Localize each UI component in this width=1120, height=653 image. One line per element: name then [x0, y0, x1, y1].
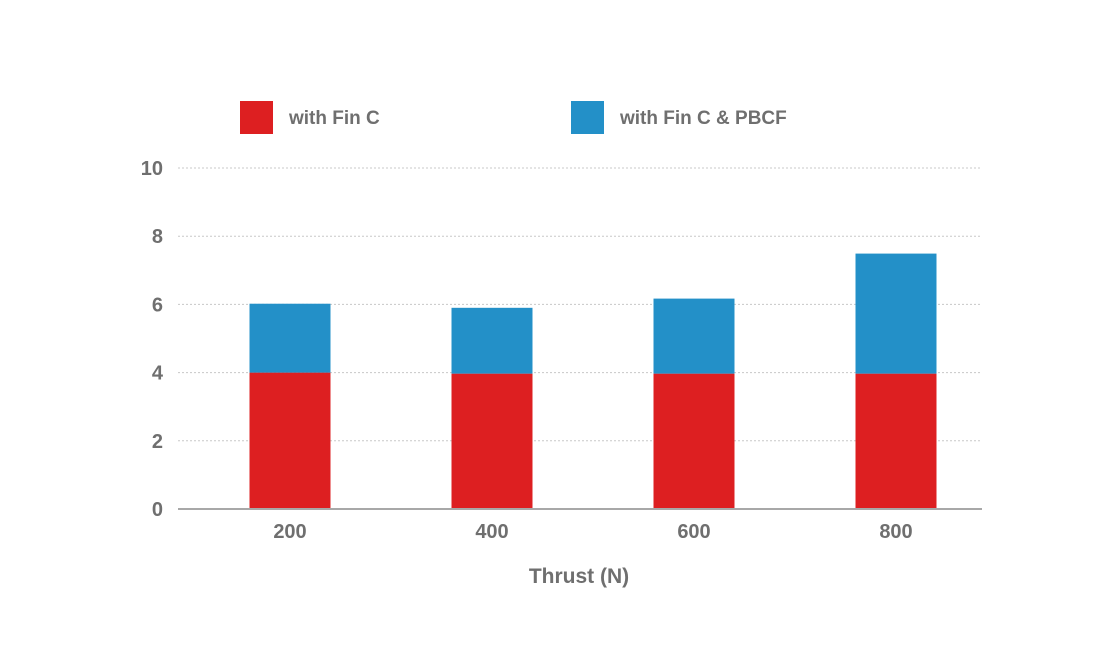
bar-segment-fin-c-pbcf-400: [451, 307, 533, 374]
x-tick-label: 400: [475, 521, 508, 543]
x-axis-title: Thrust (N): [529, 565, 629, 588]
legend-swatch: [240, 101, 273, 134]
y-axis-ticks: 0 2 4 6 8 10: [141, 158, 164, 521]
bar-segment-fin-c-800: [855, 373, 937, 509]
bars: [249, 253, 937, 509]
y-tick-label: 0: [152, 499, 163, 521]
bar-segment-fin-c-600: [653, 373, 735, 509]
bar-segment-fin-c-pbcf-600: [653, 298, 735, 374]
x-tick-label: 800: [879, 521, 912, 543]
y-tick-label: 8: [152, 226, 163, 248]
bar-segment-fin-c-200: [249, 372, 331, 509]
bar-segment-fin-c-pbcf-800: [855, 253, 937, 374]
x-tick-label: 600: [677, 521, 710, 543]
y-tick-label: 6: [152, 294, 163, 316]
bar-segment-fin-c-pbcf-200: [249, 303, 331, 373]
y-tick-label: 4: [152, 363, 164, 385]
legend-swatch: [571, 101, 604, 134]
bar-segment-fin-c-400: [451, 373, 533, 509]
legend-label: with Fin C: [288, 108, 380, 129]
y-tick-label: 2: [152, 431, 163, 453]
x-tick-label: 200: [273, 521, 306, 543]
legend-label: with Fin C & PBCF: [619, 108, 787, 129]
x-axis-ticks: 200 400 600 800: [273, 521, 912, 543]
y-tick-label: 10: [141, 158, 163, 180]
legend: with Fin C with Fin C & PBCF: [240, 101, 787, 134]
